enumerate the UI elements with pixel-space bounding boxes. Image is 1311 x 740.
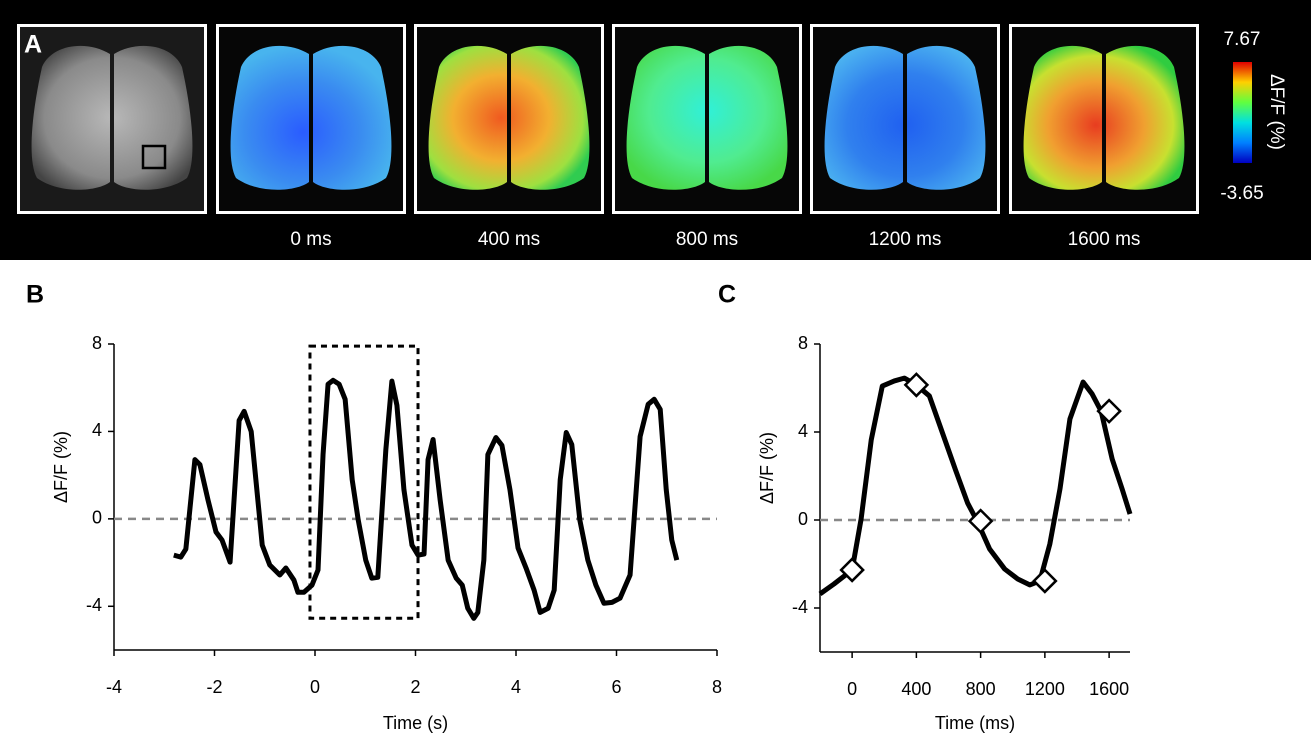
y-tick-label: 0 xyxy=(798,509,808,529)
x-tick-label: 1200 xyxy=(1025,679,1065,699)
brain-image xyxy=(1023,45,1185,190)
colorbar-max: 7.67 xyxy=(1224,29,1261,50)
x-tick-label: 2 xyxy=(410,677,420,697)
x-tick-label: 0 xyxy=(310,677,320,697)
x-tick-label: 0 xyxy=(847,679,857,699)
diamond-marker xyxy=(967,508,994,534)
panel-label: B xyxy=(26,281,44,309)
frame-border xyxy=(612,24,802,214)
x-tick-label: 400 xyxy=(901,679,931,699)
frame-border xyxy=(810,24,1000,214)
x-tick-label: 8 xyxy=(712,677,722,697)
x-axis-label: Time (ms) xyxy=(935,713,1015,733)
frame-label: 1600 ms xyxy=(1068,229,1141,250)
frame-border xyxy=(414,24,604,214)
y-axis-label: ΔF/F (%) xyxy=(757,432,777,504)
diamond-marker xyxy=(1096,398,1122,424)
brain-image xyxy=(31,45,193,190)
trace-line xyxy=(818,375,1133,596)
frame-border xyxy=(17,24,207,214)
frame-label: 1200 ms xyxy=(869,229,942,250)
y-tick-label: 8 xyxy=(92,333,102,353)
frames xyxy=(17,24,1199,214)
y-tick-label: -4 xyxy=(792,597,808,617)
diamond-marker xyxy=(839,557,865,583)
x-axis-label: Time (s) xyxy=(383,713,448,733)
y-tick-label: 4 xyxy=(798,421,808,441)
x-tick-label: 800 xyxy=(966,679,996,699)
colorbar-label: ΔF/F (%) xyxy=(1266,74,1287,150)
colorbar-min: -3.65 xyxy=(1220,183,1263,204)
brain-image xyxy=(230,45,392,190)
colorbar xyxy=(1233,62,1252,163)
highlight-window xyxy=(308,344,420,620)
frame xyxy=(1009,24,1199,214)
frame xyxy=(810,24,1000,214)
frame xyxy=(216,24,406,214)
y-tick-label: 8 xyxy=(798,333,808,353)
trace-line xyxy=(173,377,680,621)
frame xyxy=(17,24,207,214)
y-tick-label: 0 xyxy=(92,508,102,528)
frame-label: 0 ms xyxy=(290,229,331,250)
frame-border xyxy=(216,24,406,214)
y-tick-label: -4 xyxy=(86,595,102,615)
frame xyxy=(612,24,802,214)
panel-label: C xyxy=(718,281,736,309)
brain-image xyxy=(428,45,590,190)
frame xyxy=(414,24,604,214)
panel-label: A xyxy=(24,31,42,59)
frame-label: 400 ms xyxy=(478,229,540,250)
x-tick-label: 1600 xyxy=(1089,679,1129,699)
x-tick-label: -2 xyxy=(206,677,222,697)
diamond-marker xyxy=(903,372,930,398)
x-tick-label: 4 xyxy=(511,677,521,697)
frame-border xyxy=(1009,24,1199,214)
frame-label: 800 ms xyxy=(676,229,738,250)
y-tick-label: 4 xyxy=(92,420,102,440)
diamond-marker xyxy=(1032,568,1058,594)
x-tick-label: -4 xyxy=(106,677,122,697)
brain-image xyxy=(824,45,986,190)
roi-box xyxy=(141,144,167,170)
y-axis-label: ΔF/F (%) xyxy=(51,431,71,503)
x-tick-label: 6 xyxy=(611,677,621,697)
brain-image xyxy=(626,45,788,190)
